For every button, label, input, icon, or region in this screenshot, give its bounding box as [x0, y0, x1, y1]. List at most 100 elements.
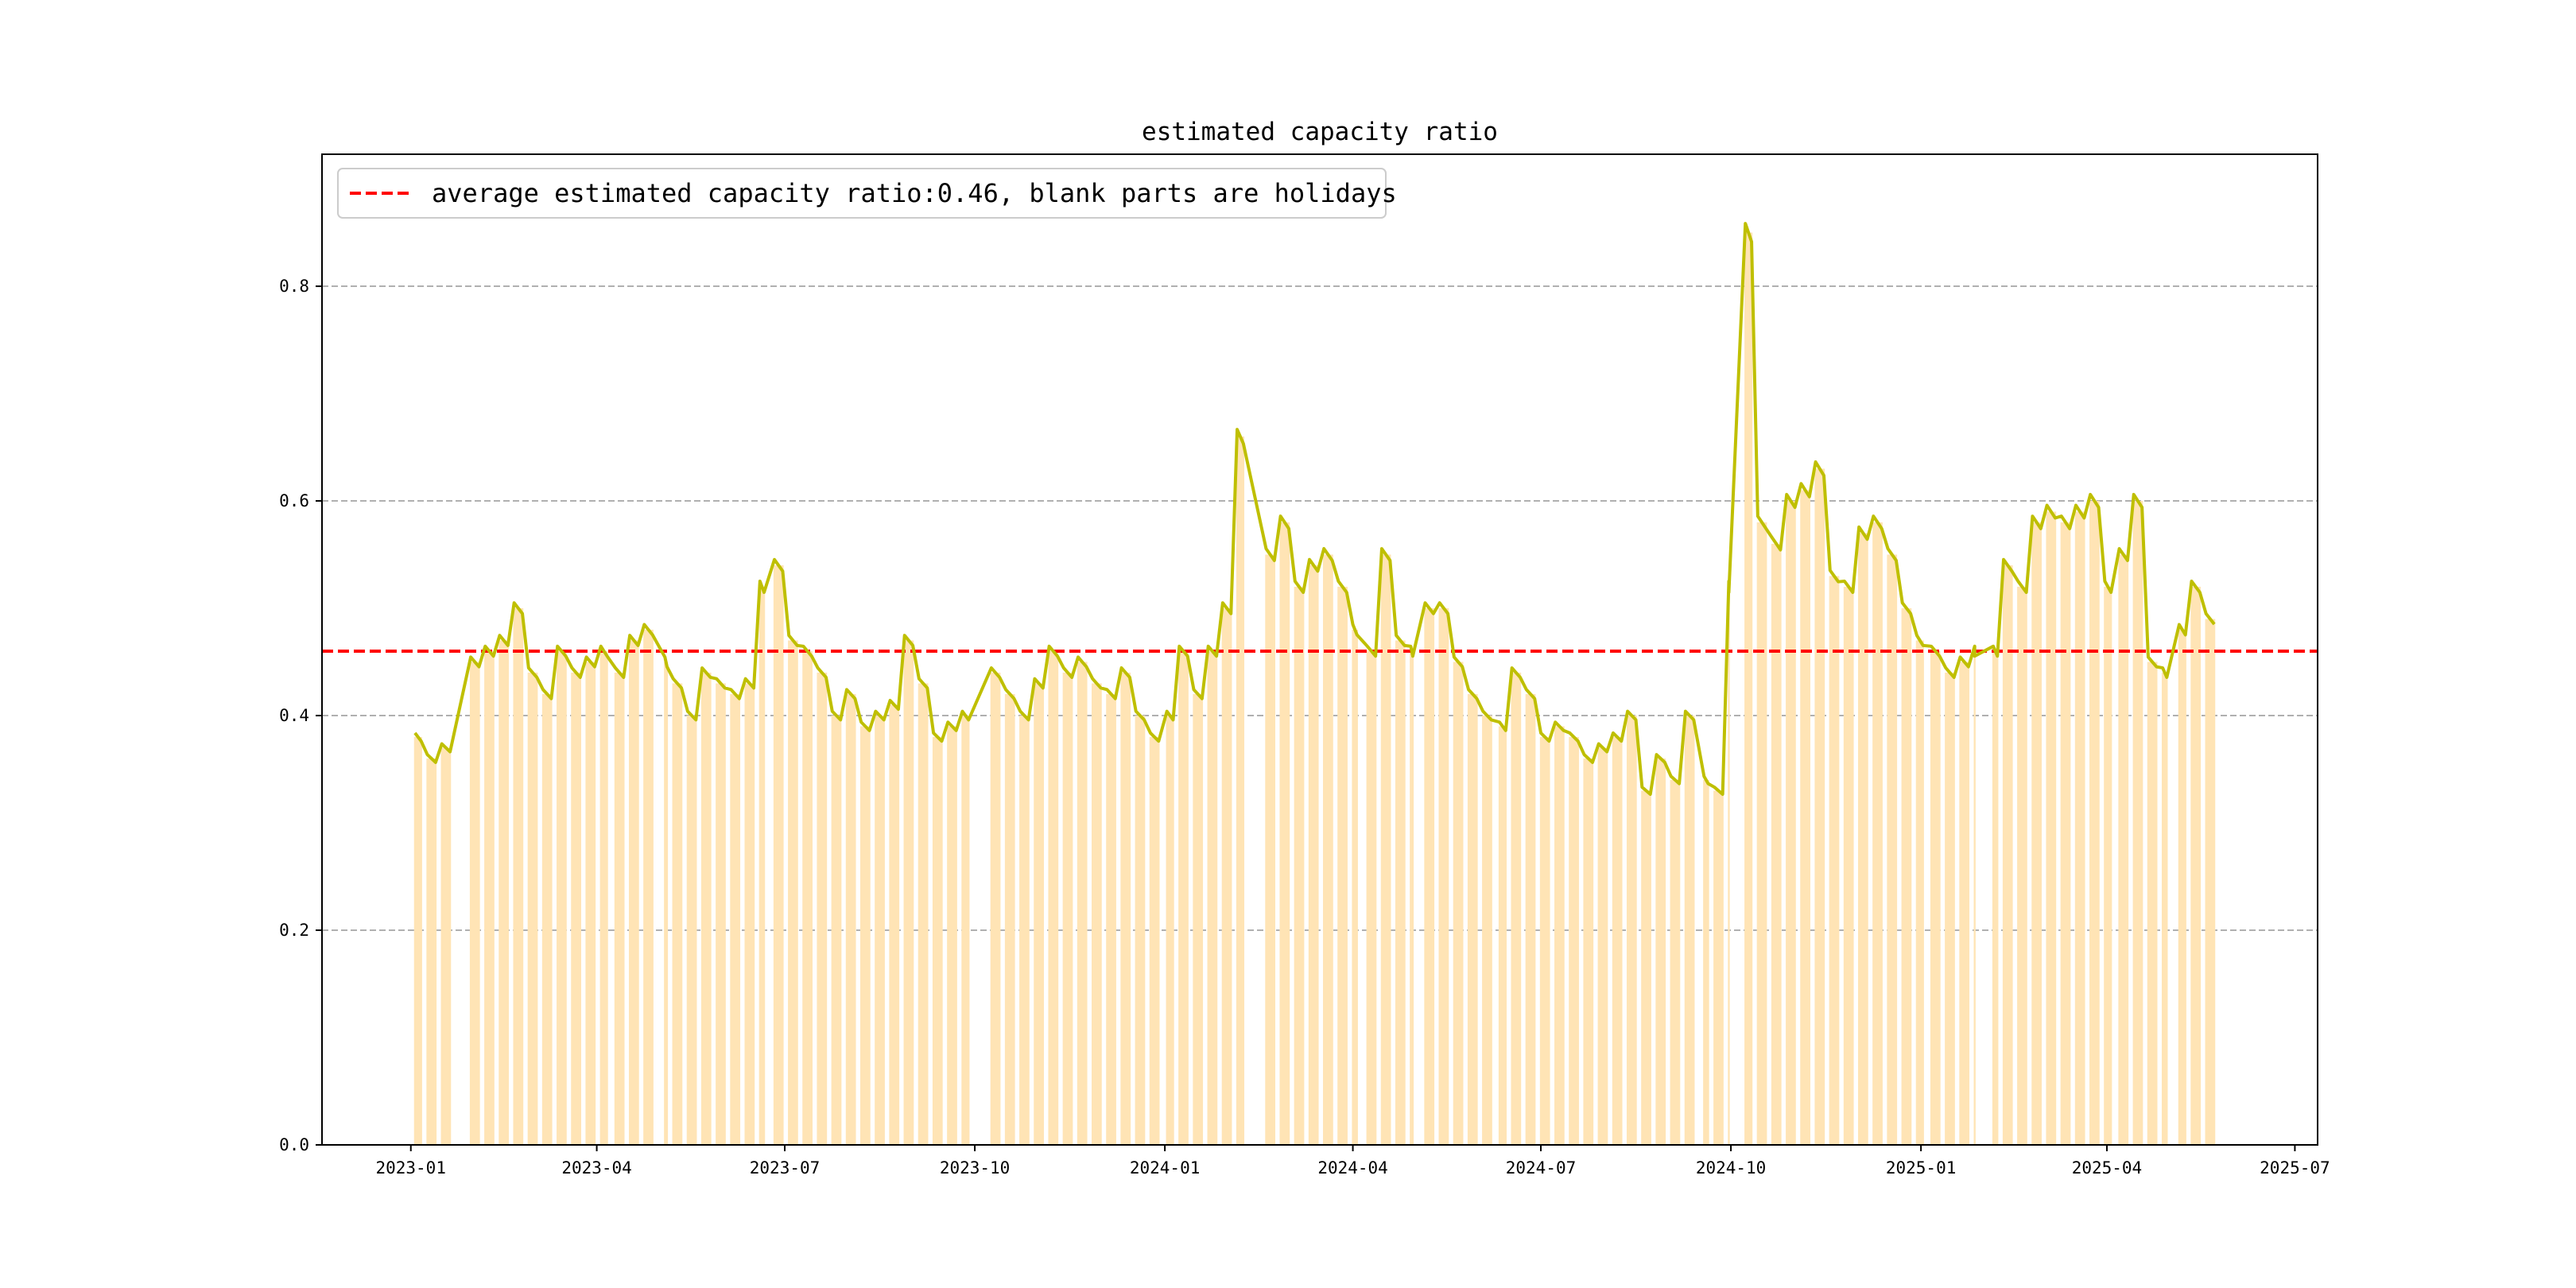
bar: [2205, 619, 2216, 1145]
y-tick-label: 0.4: [279, 706, 309, 725]
x-tick-label: 2024-10: [1696, 1158, 1767, 1177]
bar: [643, 630, 654, 1145]
bar: [1424, 608, 1435, 1145]
bar: [1207, 651, 1218, 1145]
bar: [875, 716, 885, 1145]
bar: [773, 565, 784, 1145]
bar: [541, 694, 553, 1145]
bar: [1728, 587, 1730, 1145]
bar: [440, 747, 452, 1145]
bar: [1380, 554, 1391, 1145]
bar: [1959, 661, 1970, 1145]
bar: [1019, 716, 1030, 1145]
bar: [1569, 737, 1579, 1145]
x-tick-label: 2023-07: [750, 1158, 821, 1177]
bar: [1612, 737, 1623, 1145]
bar: [484, 651, 495, 1145]
bar: [1756, 522, 1767, 1145]
bar: [628, 640, 639, 1145]
x-tick-label: 2023-10: [940, 1158, 1011, 1177]
bar: [1034, 683, 1044, 1145]
bar: [2017, 587, 2027, 1145]
bar: [1703, 780, 1709, 1145]
bar: [1135, 716, 1146, 1145]
bar: [1410, 651, 1414, 1145]
bar: [1438, 608, 1449, 1145]
bar: [1915, 640, 1924, 1145]
bar: [1395, 640, 1406, 1145]
bar: [1482, 716, 1492, 1145]
x-tick-label: 2025-01: [1886, 1158, 1957, 1177]
bar: [1829, 576, 1840, 1145]
bar: [1453, 661, 1464, 1145]
bar: [1684, 716, 1695, 1145]
bar: [1713, 790, 1724, 1145]
bar: [2074, 511, 2085, 1145]
bar: [700, 673, 712, 1145]
bar: [990, 673, 1001, 1145]
bar: [2089, 501, 2100, 1145]
bar: [1337, 587, 1348, 1145]
ratio-line-group: [413, 222, 2216, 796]
bar: [1092, 683, 1102, 1145]
plot-frame: [321, 153, 2318, 1146]
bar: [1467, 694, 1478, 1145]
bar: [1800, 490, 1810, 1145]
bar: [527, 673, 538, 1145]
bar: [1887, 554, 1898, 1145]
bar: [817, 673, 828, 1145]
bar: [1062, 673, 1073, 1145]
bar: [1597, 747, 1608, 1145]
bar: [1178, 651, 1189, 1145]
bar: [1294, 587, 1305, 1145]
bar: [1945, 673, 1955, 1145]
legend-box: [337, 168, 1387, 219]
bar: [802, 651, 813, 1145]
bar: [947, 726, 957, 1145]
bar: [2132, 501, 2143, 1145]
bar: [1992, 651, 1999, 1145]
bar: [1670, 780, 1681, 1145]
y-tick-label: 0.6: [279, 491, 309, 510]
bar: [730, 694, 741, 1145]
bar: [2046, 511, 2057, 1145]
bar: [1221, 608, 1232, 1145]
bar: [1641, 790, 1651, 1145]
y-axis-ticks: 0.0 0.2 0.4 0.6 0.8: [279, 277, 322, 1154]
bar: [788, 640, 798, 1145]
x-tick-label: 2023-04: [561, 1158, 632, 1177]
bar: [599, 651, 608, 1145]
bar: [1166, 716, 1174, 1145]
bar: [758, 587, 766, 1145]
x-tick-label: 2023-01: [375, 1158, 446, 1177]
bar: [918, 683, 929, 1145]
bar: [961, 716, 970, 1145]
ratio-line: [413, 222, 2216, 796]
bar: [716, 683, 726, 1145]
bar: [1843, 587, 1854, 1145]
bar: [614, 673, 625, 1145]
bar: [1744, 232, 1753, 1146]
bar: [1786, 501, 1796, 1145]
bar: [2002, 565, 2013, 1145]
bar: [513, 608, 524, 1145]
bar: [557, 651, 567, 1145]
bar: [903, 640, 914, 1145]
bar: [1525, 694, 1536, 1145]
bar: [1120, 673, 1131, 1145]
bar: [831, 716, 842, 1145]
bar: [1872, 522, 1883, 1145]
bar: [1554, 726, 1565, 1145]
bar: [413, 737, 422, 1145]
bar: [932, 737, 943, 1145]
bar: [686, 716, 697, 1145]
bar: [1004, 694, 1015, 1145]
bar: [469, 661, 480, 1145]
bar: [1539, 737, 1550, 1145]
x-tick-label: 2024-01: [1130, 1158, 1201, 1177]
chart-title: estimated capacity ratio: [1142, 118, 1498, 146]
bar: [2147, 661, 2158, 1145]
y-tick-label: 0.0: [279, 1135, 309, 1154]
bar: [1366, 651, 1377, 1145]
bar: [426, 758, 437, 1145]
